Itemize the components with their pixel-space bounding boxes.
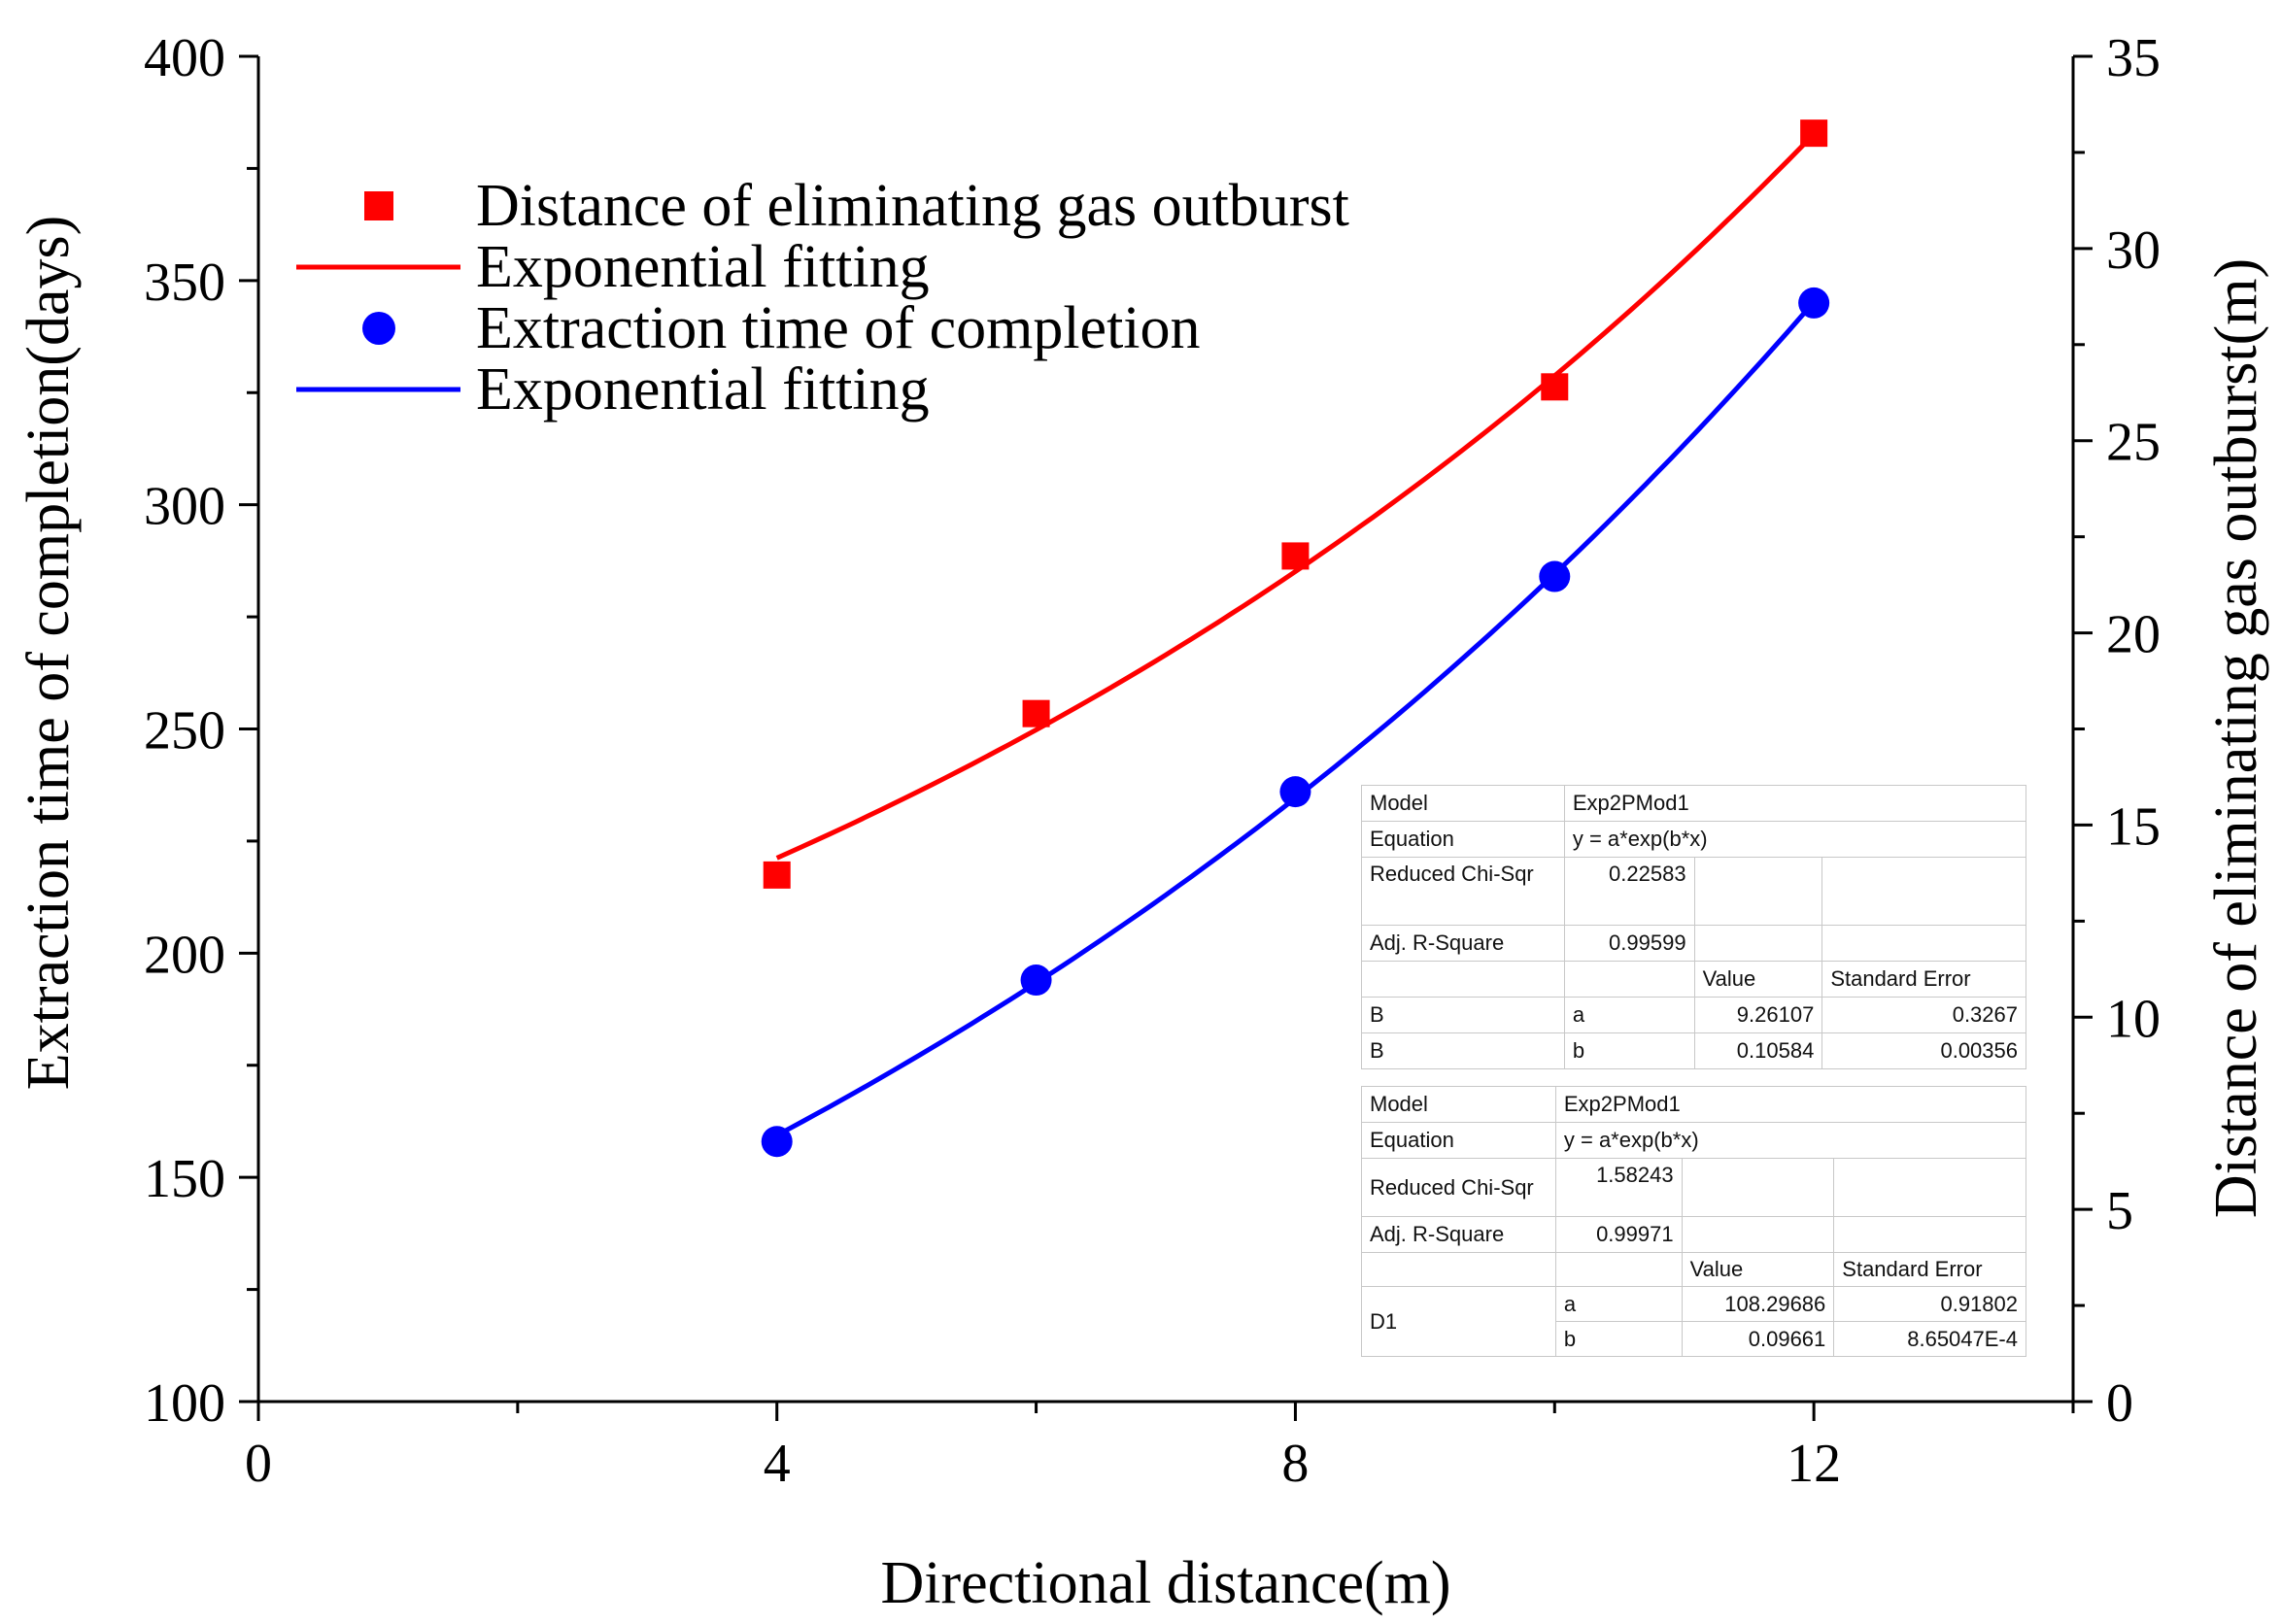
legend-label: Exponential fitting: [476, 356, 930, 423]
axes: 0 4 8 12 100 150 200 250 300 350 400 0 5 10 15 20 25 30 35: [144, 28, 2161, 1494]
x-tick-label: 0: [245, 1434, 272, 1494]
fit2-row-param: b: [1554, 1321, 1683, 1357]
circle-marker: [1539, 560, 1571, 592]
y-left-tick-label: 150: [144, 1149, 225, 1209]
fit2-model-value: Exp2PMod1: [1554, 1086, 2027, 1123]
fit1-rsq-label: Adj. R-Square: [1361, 925, 1565, 962]
legend-square-marker: [364, 191, 393, 220]
fit2-group-name: D1: [1361, 1286, 1556, 1357]
x-axis-label: Directional distance(m): [880, 1550, 1450, 1616]
fit1-rsq-value: 0.99599: [1563, 925, 1695, 962]
fit2-row-stderr: 0.91802: [1833, 1286, 2026, 1322]
y-right-tick-label: 20: [2106, 605, 2161, 665]
y-left-tick-label: 350: [144, 253, 225, 313]
legend: Distance of eliminating gas outburstExpo…: [296, 173, 1349, 423]
circle-marker: [761, 1126, 793, 1158]
fit2-equation-value: y = a*exp(b*x): [1554, 1122, 2027, 1159]
fit-table-2: Model Exp2PMod1 Equation y = a*exp(b*x) …: [1361, 1086, 2027, 1357]
circle-marker: [1798, 287, 1830, 319]
fit2-equation-label: Equation: [1361, 1122, 1556, 1159]
fit2-row-value: 108.29686: [1681, 1286, 1835, 1322]
table-row: D1 a 108.29686 0.91802: [1361, 1286, 2026, 1357]
square-marker: [1022, 699, 1050, 727]
fit2-row-value: 0.09661: [1681, 1321, 1835, 1357]
y-axis-right-label: Distance of eliminating gas outburst(m): [2203, 258, 2269, 1218]
square-marker: [763, 861, 791, 889]
legend-circle-marker: [362, 312, 395, 345]
y-right-tick-label: 35: [2106, 28, 2161, 88]
fit2-row-stderr: 8.65047E-4: [1833, 1321, 2026, 1357]
table-row: B b 0.10584 0.00356: [1361, 1032, 2026, 1069]
y-left-tick-label: 400: [144, 28, 225, 88]
fit2-stderr-header: Standard Error: [1833, 1252, 2026, 1287]
x-tick-label: 12: [1787, 1434, 1841, 1494]
data-markers: [761, 119, 1830, 1158]
fit2-rsq-value: 0.99971: [1554, 1216, 1683, 1253]
y-left-tick-label: 300: [144, 477, 225, 537]
fit1-chisqr-label: Reduced Chi-Sqr: [1361, 857, 1565, 926]
fit1-stderr-header: Standard Error: [1821, 961, 2026, 998]
fit2-value-header: Value: [1681, 1252, 1835, 1287]
fit1-equation-value: y = a*exp(b*x): [1563, 821, 2027, 858]
y-right-tick-label: 25: [2106, 413, 2161, 473]
fit1-row-param: a: [1563, 997, 1695, 1033]
legend-label: Exponential fitting: [476, 234, 930, 300]
table-row: b 0.09661 8.65047E-4: [1362, 1321, 2026, 1357]
legend-label: Distance of eliminating gas outburst: [476, 173, 1349, 239]
fit1-row-stderr: 0.00356: [1821, 1032, 2026, 1069]
y-right-tick-label: 10: [2106, 989, 2161, 1049]
circle-marker: [1279, 776, 1311, 808]
fit1-row-value: 0.10584: [1693, 1032, 1823, 1069]
y-left-tick-label: 200: [144, 925, 225, 985]
fit1-equation-label: Equation: [1361, 821, 1565, 858]
fit1-value-header: Value: [1693, 961, 1823, 998]
fit1-chisqr-value: 0.22583: [1563, 857, 1695, 926]
fit1-row-name: B: [1361, 1032, 1565, 1069]
fit2-chisqr-value: 1.58243: [1554, 1158, 1683, 1217]
fit-curve-right: [775, 132, 1816, 861]
square-marker: [1541, 373, 1569, 401]
y-right-tick-label: 5: [2106, 1181, 2133, 1241]
fit2-rsq-label: Adj. R-Square: [1361, 1216, 1556, 1253]
square-marker: [1800, 119, 1828, 148]
fit1-row-param: b: [1563, 1032, 1695, 1069]
x-tick-label: 8: [1281, 1434, 1309, 1494]
x-tick-label: 4: [764, 1434, 791, 1494]
fit-table-1: Model Exp2PMod1 Equation y = a*exp(b*x) …: [1361, 785, 2027, 1069]
legend-label: Extraction time of completion: [476, 295, 1201, 361]
square-marker: [1281, 542, 1310, 570]
y-right-tick-label: 15: [2106, 796, 2161, 857]
table-row: B a 9.26107 0.3267: [1361, 997, 2026, 1033]
fit2-chisqr-label: Reduced Chi-Sqr: [1361, 1158, 1556, 1217]
fit1-model-value: Exp2PMod1: [1563, 785, 2027, 822]
y-left-tick-label: 250: [144, 701, 225, 761]
y-right-tick-label: 0: [2106, 1373, 2133, 1434]
fit1-row-value: 9.26107: [1693, 997, 1823, 1033]
fit2-row-param: a: [1554, 1286, 1683, 1322]
fit1-model-label: Model: [1361, 785, 1565, 822]
fit1-row-stderr: 0.3267: [1821, 997, 2026, 1033]
y-axis-left-label: Extraction time of completion(days): [16, 216, 82, 1090]
fit1-row-name: B: [1361, 997, 1565, 1033]
y-right-tick-label: 30: [2106, 220, 2161, 281]
fit2-model-label: Model: [1361, 1086, 1556, 1123]
y-left-tick-label: 100: [144, 1373, 225, 1434]
circle-marker: [1020, 964, 1052, 997]
